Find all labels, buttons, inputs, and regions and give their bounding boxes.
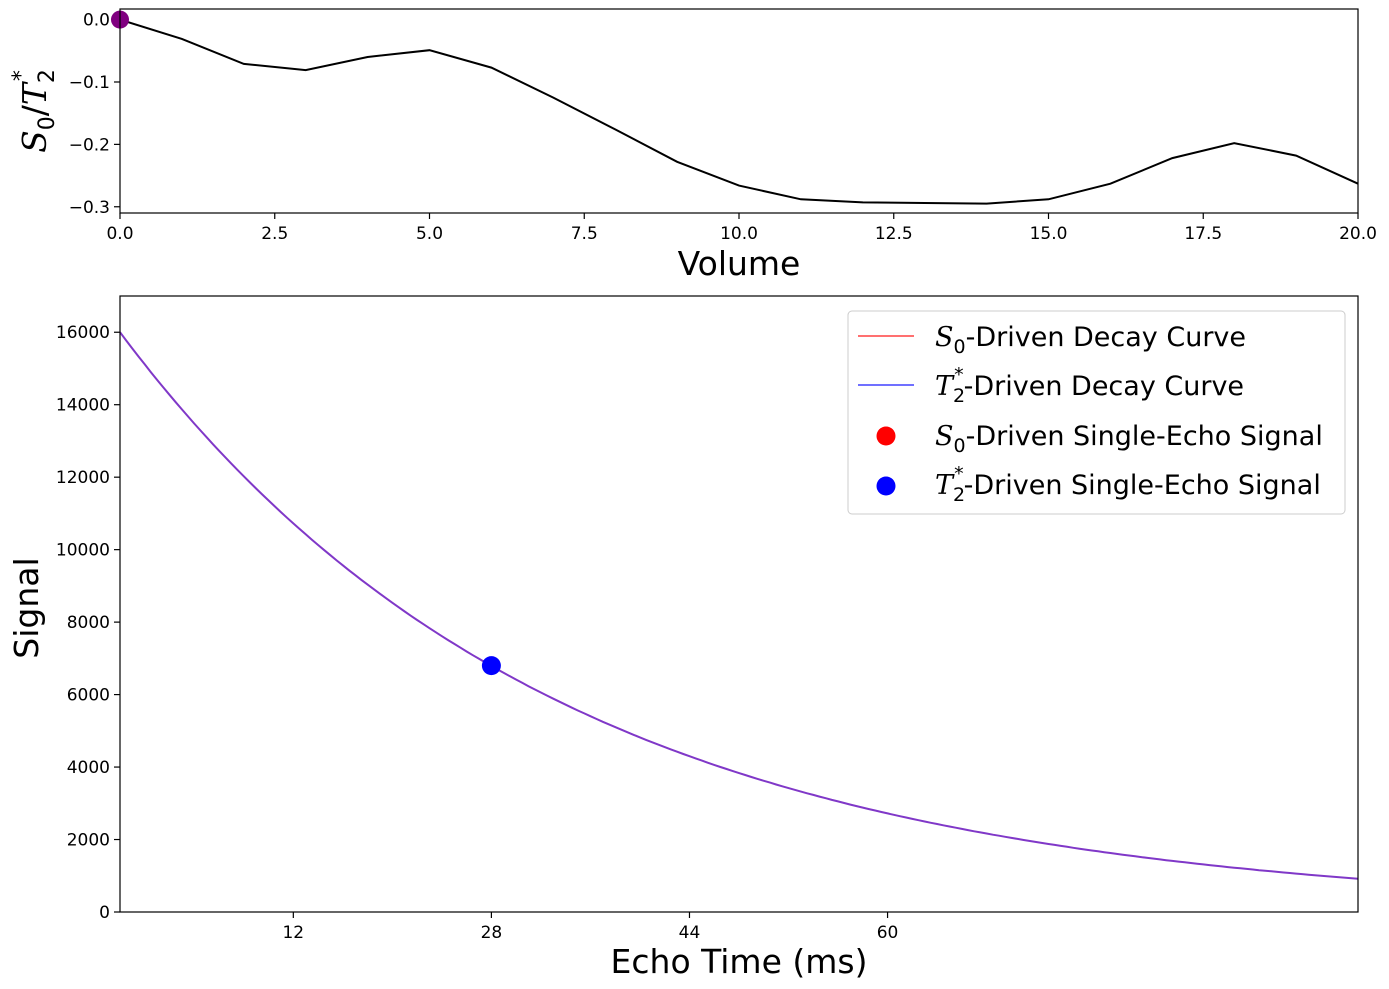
bottom-y-tick-label: 4000 xyxy=(67,758,110,778)
legend-box xyxy=(847,310,1346,515)
bottom-y-tick-label: 2000 xyxy=(67,831,110,851)
top-x-tick-label: 15.0 xyxy=(1030,224,1068,244)
bottom-y-tick-label: 10000 xyxy=(56,541,110,561)
top-series-line xyxy=(119,18,1359,205)
top-plot-frame xyxy=(119,8,1359,214)
bottom-plot-frame xyxy=(119,295,1359,913)
top-x-tick-label: 10.0 xyxy=(720,224,758,244)
top-y-tick-label: −0.1 xyxy=(69,73,110,93)
bottom-x-tick-label: 44 xyxy=(679,923,701,943)
legend-label-s0-signal: S0-Driven Single-Echo Signal xyxy=(935,421,1323,457)
single-echo-signal-point xyxy=(481,656,501,676)
legend-label-t2-curve: T2*-Driven Decay Curve xyxy=(935,364,1244,407)
top-x-tick-label: 7.5 xyxy=(571,224,598,244)
bottom-y-axis-title: Signal xyxy=(7,557,46,658)
top-chart-panel: 0.0 2.5 5.0 7.5 10.0 12.5 15.0 17.5 20.0 0.0 −0.1… xyxy=(9,8,1377,283)
bottom-series-group xyxy=(119,331,1359,880)
top-y-axis: 0.0 −0.1 −0.2 −0.3 xyxy=(69,11,120,218)
bottom-x-tick-label: 60 xyxy=(877,923,899,943)
bottom-y-tick-label: 16000 xyxy=(56,323,110,343)
legend: S0-Driven Decay Curve T2*-Driven Decay C… xyxy=(847,310,1346,515)
top-x-tick-label: 5.0 xyxy=(416,224,443,244)
bottom-x-tick-label: 28 xyxy=(481,923,503,943)
bottom-y-tick-label: 8000 xyxy=(67,613,110,633)
bottom-x-axis: 12 28 44 60 xyxy=(282,912,898,943)
top-x-tick-label: 0.0 xyxy=(106,224,133,244)
top-x-tick-label: 20.0 xyxy=(1339,224,1377,244)
top-x-tick-label: 12.5 xyxy=(875,224,913,244)
bottom-y-tick-label: 12000 xyxy=(56,468,110,488)
top-y-tick-label: −0.3 xyxy=(69,198,110,218)
legend-swatch-s0-signal xyxy=(876,426,896,446)
top-x-tick-label: 17.5 xyxy=(1184,224,1222,244)
bottom-y-tick-label: 0 xyxy=(99,903,110,923)
top-x-axis-title: Volume xyxy=(678,244,801,283)
top-y-tick-label: 0.0 xyxy=(83,11,110,31)
bottom-y-tick-label: 6000 xyxy=(67,686,110,706)
top-x-axis: 0.0 2.5 5.0 7.5 10.0 12.5 15.0 17.5 20.0 xyxy=(106,213,1377,244)
top-plot-area xyxy=(120,9,1358,213)
bottom-chart-panel: 12 28 44 60 0 2000 4000 6000 8000 10000 12000 1400… xyxy=(7,295,1359,981)
bottom-x-axis-title: Echo Time (ms) xyxy=(611,942,868,981)
bottom-y-axis: 0 2000 4000 6000 8000 10000 12000 14000 16000 xyxy=(56,323,120,923)
bottom-y-tick-label: 14000 xyxy=(56,396,110,416)
legend-label-s0-curve: S0-Driven Decay Curve xyxy=(935,322,1246,358)
bottom-x-tick-label: 12 xyxy=(282,923,304,943)
legend-swatch-t2-signal xyxy=(876,476,896,496)
top-x-tick-label: 2.5 xyxy=(261,224,288,244)
top-y-axis-title: S0/T2* xyxy=(9,69,60,153)
decay-curve-line xyxy=(119,331,1359,880)
legend-label-t2-signal: T2*-Driven Single-Echo Signal xyxy=(935,463,1321,506)
top-y-tick-label: −0.2 xyxy=(69,135,110,155)
